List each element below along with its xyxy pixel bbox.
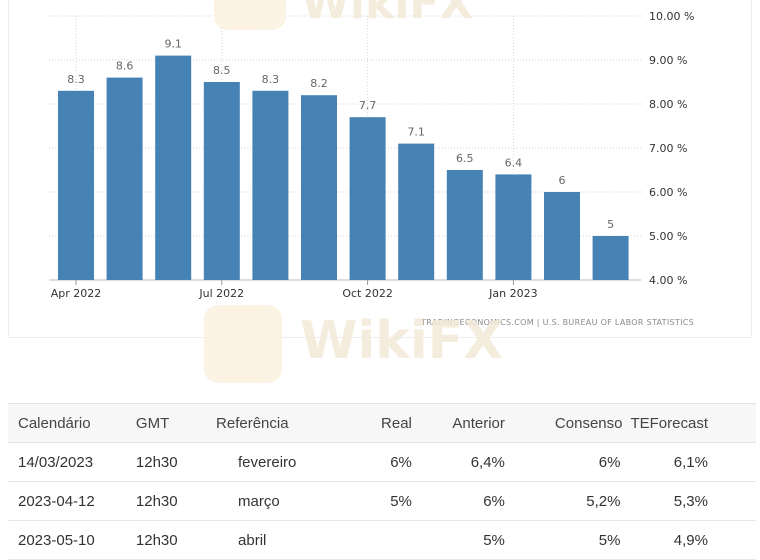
value-label: 5 [607,218,614,231]
wikifx-logo-icon [204,305,282,383]
calendar-table-wrap: Calendário GMT Referência Real Anterior … [8,403,756,560]
cell-real: 5% [353,481,412,521]
cell-anterior: 5% [411,520,505,560]
bar [58,90,94,280]
bars [58,55,629,280]
y-axis-ticks: 4.00 % 5.00 % 6.00 % 7.00 % 8.00 % 9.00 % 10.0… [649,10,694,287]
watermark-middle: WikiFX [204,305,503,383]
value-label: 6 [559,174,566,187]
cell-anterior: 6% [411,481,505,521]
x-tick-label: Jan 2023 [488,287,537,300]
cell-calendario: 2023-05-10 [8,520,136,560]
header-calendario: Calendário [8,403,136,443]
cell-calendario: 2023-04-12 [8,481,136,521]
value-label: 8.5 [213,64,231,77]
value-label: 7.1 [407,126,425,139]
cell-teforecast: 6,1% [630,442,756,482]
value-label: 6.5 [456,152,474,165]
cell-referencia: março [216,481,354,521]
cell-consenso: 5,2% [504,481,631,521]
bar [592,236,629,280]
chart-source-text: TRADINGECONOMICS.COM | U.S. BUREAU OF LA… [420,318,694,327]
header-real: Real [353,403,412,443]
value-label: 8.2 [310,77,328,90]
y-tick-label: 5.00 % [649,230,687,243]
inflation-bar-chart: 8.3 8.6 9.1 8.5 8.3 8.2 7.7 7.1 6.5 6.4 6 5 Apr 202… [49,10,694,327]
bar [301,95,337,280]
header-referencia: Referência [216,403,354,443]
y-tick-label: 9.00 % [649,54,687,67]
cell-anterior: 6,4% [411,442,505,482]
cell-gmt: 12h30 [135,442,217,482]
cell-gmt: 12h30 [135,520,217,560]
table-row: 14/03/2023 12h30 fevereiro 6% 6,4% 6% 6,… [8,442,756,482]
bar [544,192,580,280]
y-tick-label: 10.00 % [649,10,694,23]
value-label: 6.4 [505,156,523,169]
cell-calendario: 14/03/2023 [8,442,136,482]
bar [349,117,386,280]
x-tick-label: Oct 2022 [342,287,393,300]
x-tick-label: Apr 2022 [51,287,102,300]
chart-panel: 8.3 8.6 9.1 8.5 8.3 8.2 7.7 7.1 6.5 6.4 6 5 Apr 202… [8,0,752,383]
value-labels: 8.3 8.6 9.1 8.5 8.3 8.2 7.7 7.1 6.5 6.4 6 5 [67,38,614,231]
table-row: 2023-04-12 12h30 março 5% 6% 5,2% 5,3% [8,481,756,521]
bar [495,174,532,280]
x-axis-ticks: Apr 2022 Jul 2022 Oct 2022 Jan 2023 [51,280,538,300]
watermark-text-middle: WikiFX [300,311,504,371]
value-label: 9.1 [164,38,182,51]
cell-consenso: 6% [504,442,631,482]
bar [155,55,192,280]
table-row: 2023-05-10 12h30 abril 5% 5% 4,9% [8,520,756,560]
watermark-top: WikiFX [214,0,473,30]
calendar-header-row: Calendário GMT Referência Real Anterior … [8,403,756,443]
cell-gmt: 12h30 [135,481,217,521]
y-tick-label: 4.00 % [649,274,687,287]
y-tick-label: 6.00 % [649,186,687,199]
bar [203,82,240,280]
header-gmt: GMT [135,403,217,443]
cell-real: 6% [353,442,412,482]
header-teforecast: TEForecast [630,403,756,443]
y-tick-label: 7.00 % [649,142,687,155]
bar [252,90,289,280]
header-consenso: Consenso [504,403,631,443]
cell-referencia: fevereiro [216,442,354,482]
value-label: 8.3 [67,73,85,86]
bar [398,143,435,280]
cell-real [353,520,412,560]
cell-teforecast: 4,9% [630,520,756,560]
cell-teforecast: 5,3% [630,481,756,521]
bar [446,170,483,280]
cell-consenso: 5% [504,520,631,560]
watermark-text-top: WikiFX [301,0,474,29]
wikifx-logo-icon [214,0,286,30]
calendar-table: Calendário GMT Referência Real Anterior … [8,403,756,560]
cell-referencia: abril [216,520,354,560]
bar [106,77,143,280]
x-tick-label: Jul 2022 [198,287,244,300]
value-label: 8.3 [262,73,280,86]
header-anterior: Anterior [411,403,505,443]
value-label: 8.6 [116,60,134,73]
value-label: 7.7 [359,99,377,112]
y-tick-label: 8.00 % [649,98,687,111]
